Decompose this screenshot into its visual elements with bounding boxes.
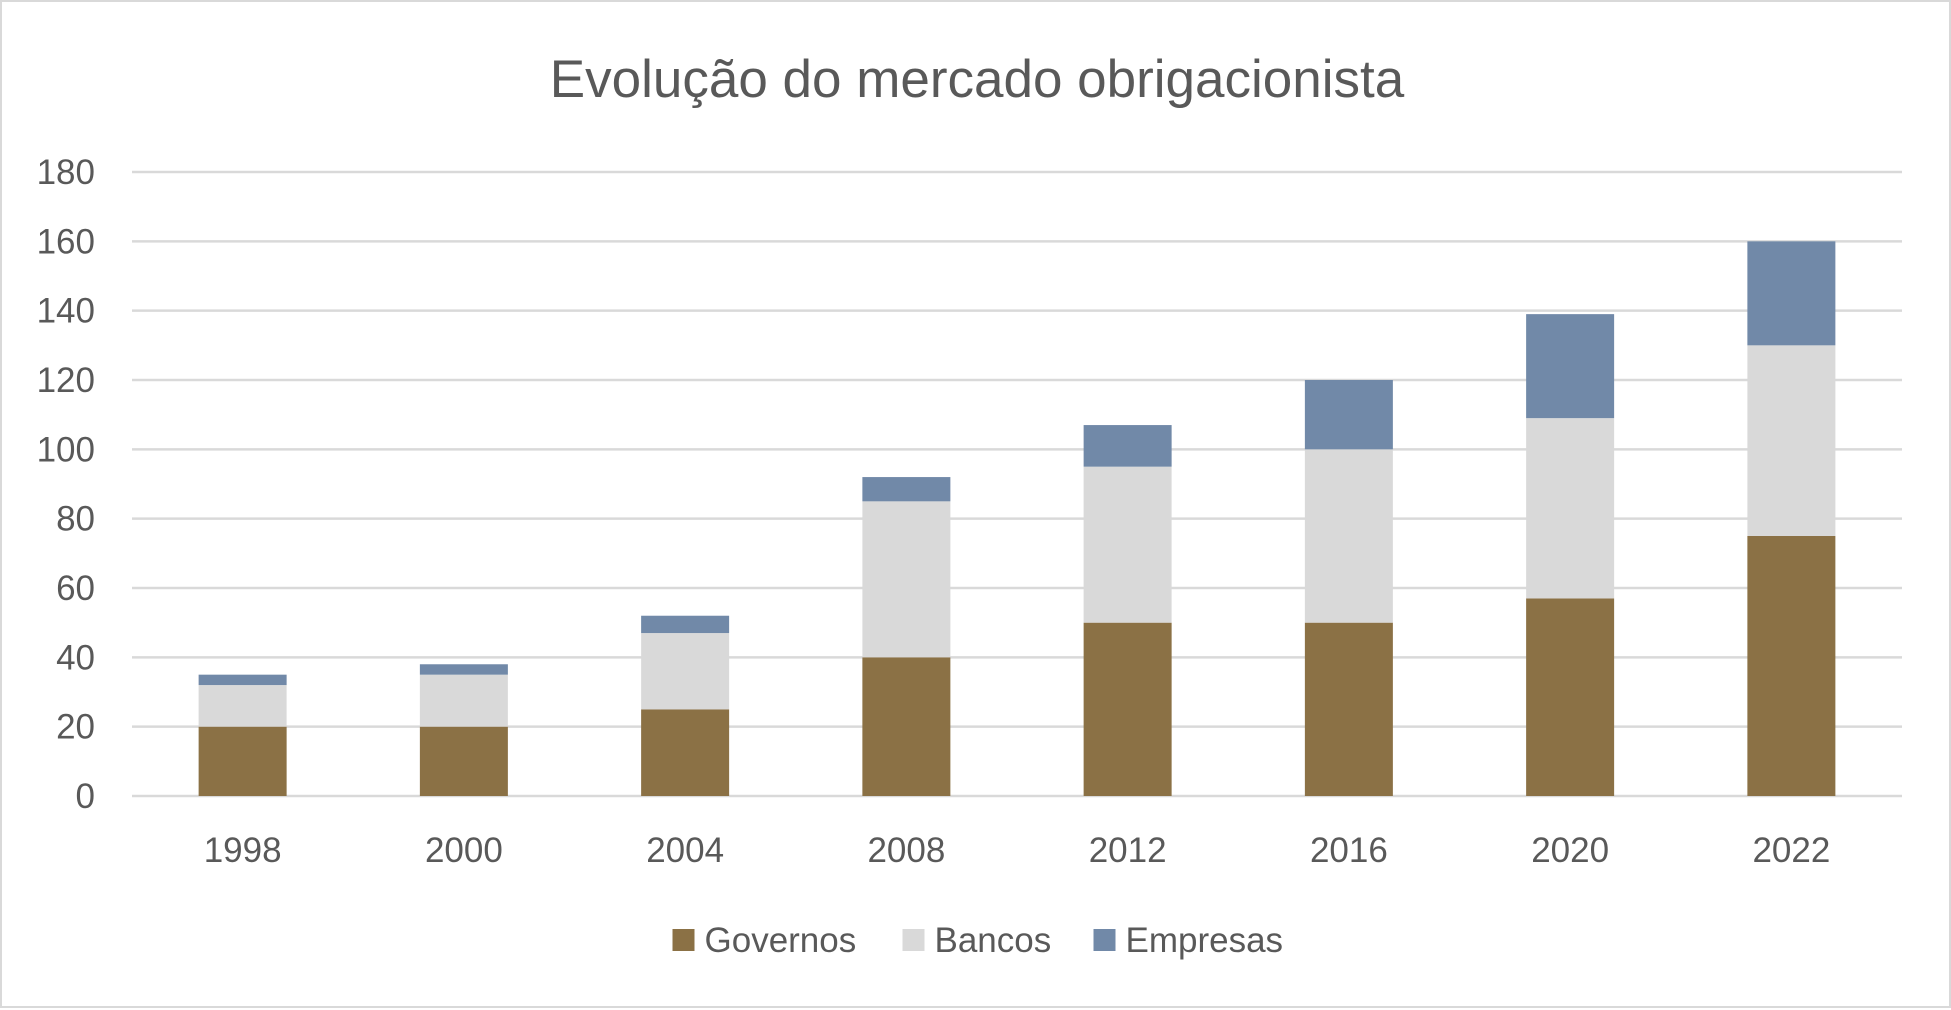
bar-empresas-2012: [1083, 425, 1172, 467]
gridlines: [132, 170, 1902, 798]
bar-governos-2016: [1304, 622, 1393, 796]
bar-bancos-2020: [1526, 418, 1615, 599]
bar-empresas-2008: [862, 477, 951, 502]
bar-governos-2022: [1747, 536, 1836, 796]
bar-empresas-2000: [419, 664, 508, 675]
bar-bancos-2016: [1304, 449, 1393, 623]
bar-empresas-2004: [641, 615, 730, 634]
bar-bancos-2022: [1747, 345, 1836, 536]
bar-bancos-2012: [1083, 466, 1172, 623]
x-tick-label: 2016: [1310, 831, 1388, 870]
y-tick-label: 100: [37, 430, 95, 469]
bar-bancos-2004: [641, 633, 730, 710]
bar-governos-2000: [419, 726, 508, 796]
bar-empresas-1998: [198, 674, 287, 686]
x-tick-label: 2022: [1752, 831, 1830, 870]
legend-swatch-bancos: [902, 929, 925, 951]
x-axis-tick-labels: 1998 2000 2004 2008 2012 2016 2020 2022: [204, 831, 1831, 870]
bar-governos-2012: [1083, 622, 1172, 796]
bar-empresas-2020: [1526, 314, 1615, 419]
legend-label-empresas: Empresas: [1126, 921, 1284, 960]
bars: [198, 241, 1836, 796]
y-axis-tick-labels: 0 20 40 60 80 100 120 140 160 180: [37, 153, 95, 816]
y-tick-label: 0: [76, 777, 95, 816]
x-tick-label: 2020: [1531, 831, 1609, 870]
y-tick-label: 180: [37, 153, 95, 192]
chart-title: Evolução do mercado obrigacionista: [550, 50, 1405, 109]
x-tick-label: 2004: [646, 831, 724, 870]
legend-label-governos: Governos: [705, 921, 857, 960]
y-tick-label: 40: [56, 638, 95, 677]
bar-bancos-2008: [862, 501, 951, 658]
bar-bancos-2000: [419, 674, 508, 727]
bar-empresas-2016: [1304, 380, 1393, 450]
x-tick-label: 2000: [425, 831, 503, 870]
y-tick-label: 120: [37, 361, 95, 400]
legend: Governos Bancos Empresas: [672, 921, 1284, 960]
bar-governos-2020: [1526, 598, 1615, 796]
y-tick-label: 140: [37, 292, 95, 331]
y-tick-label: 60: [56, 569, 95, 608]
legend-swatch-governos: [672, 929, 695, 951]
y-tick-label: 20: [56, 708, 95, 747]
bar-governos-2004: [641, 709, 730, 796]
x-tick-label: 2008: [867, 831, 945, 870]
legend-swatch-empresas: [1093, 929, 1116, 951]
bar-empresas-2022: [1747, 241, 1836, 346]
y-tick-label: 80: [56, 500, 95, 539]
legend-label-bancos: Bancos: [935, 921, 1052, 960]
x-tick-label: 2012: [1089, 831, 1167, 870]
bar-governos-2008: [862, 657, 951, 796]
bar-bancos-1998: [198, 685, 287, 727]
y-tick-label: 160: [37, 222, 95, 261]
x-tick-label: 1998: [204, 831, 282, 870]
bar-governos-1998: [198, 726, 287, 796]
